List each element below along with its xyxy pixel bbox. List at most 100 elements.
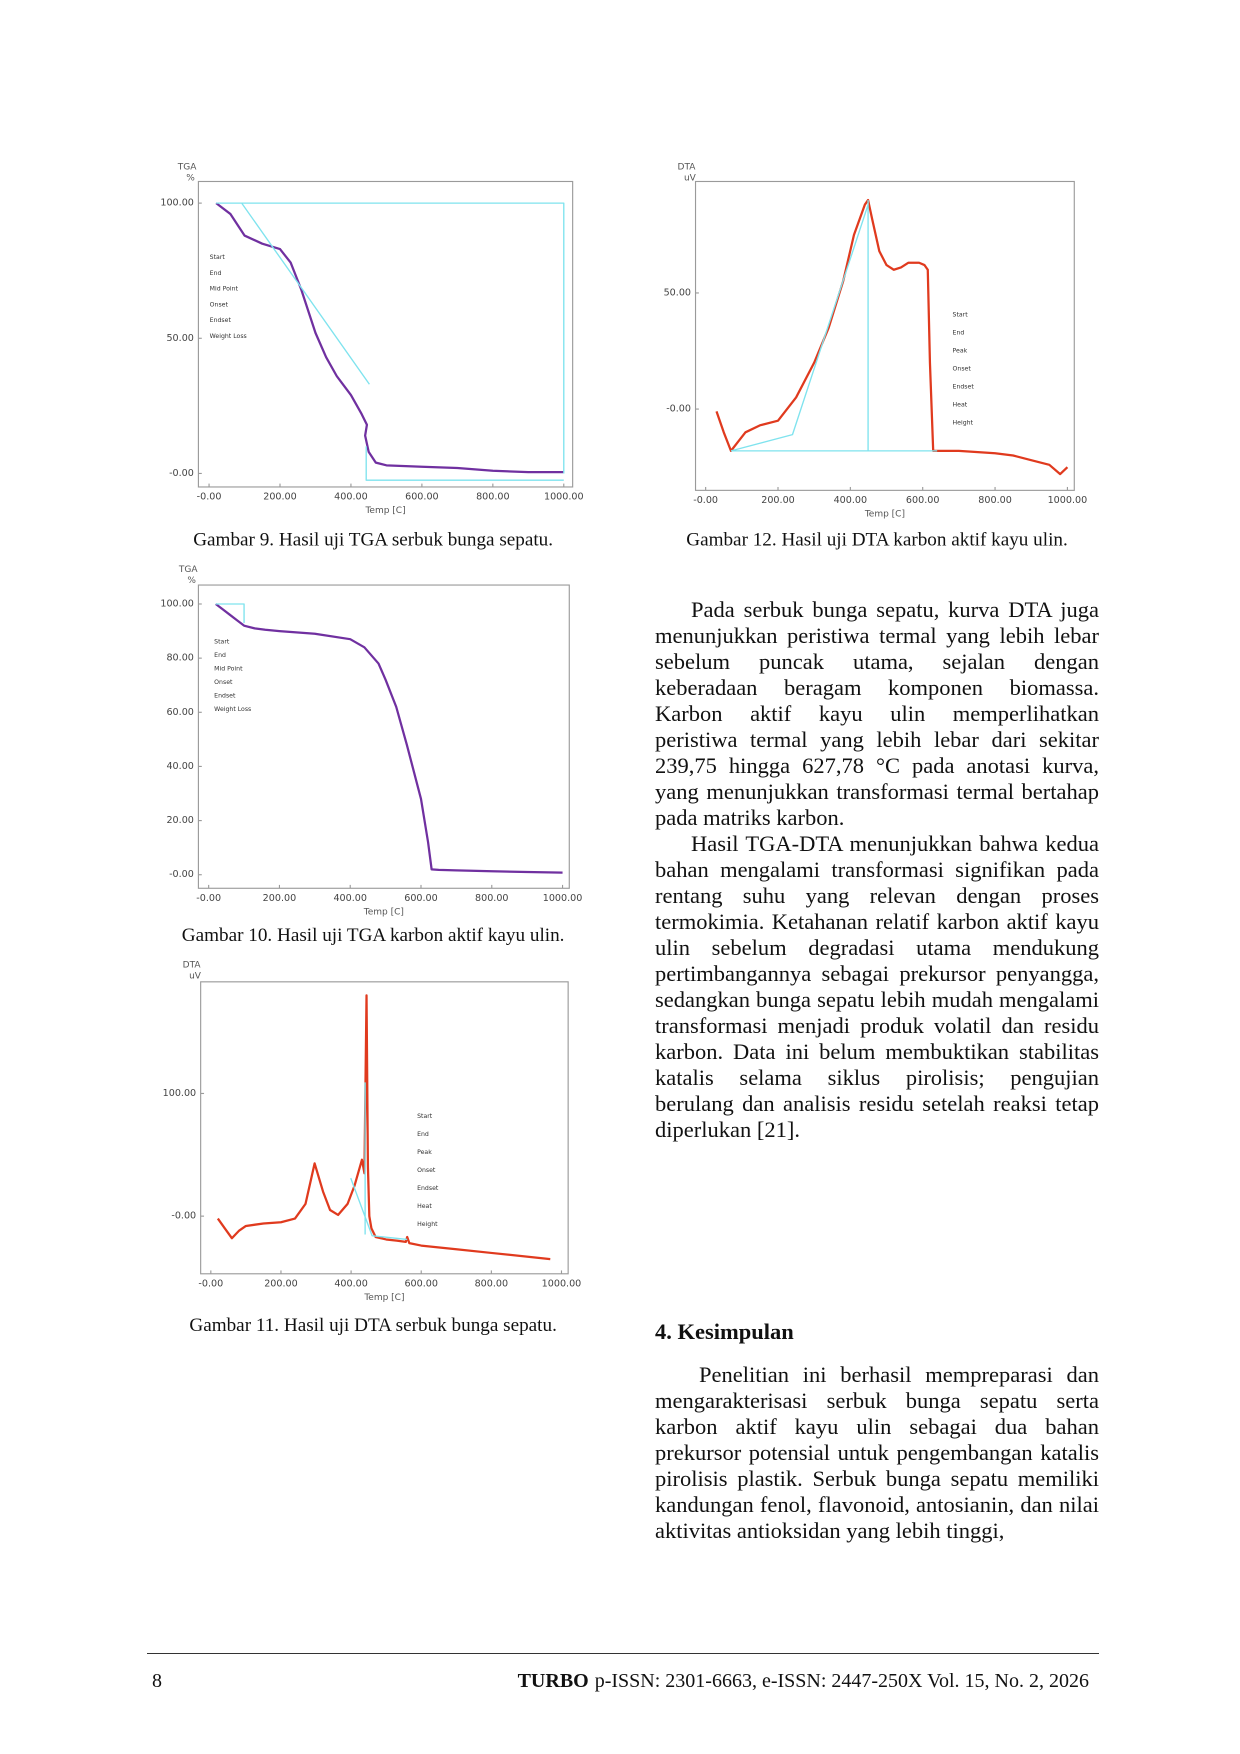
- section-text: Penelitian ini berhasil mempreparasi dan…: [655, 1362, 1099, 1544]
- x-tick-label: 600.00: [404, 893, 438, 904]
- curve-annotation: Start: [214, 638, 230, 645]
- x-tick-label: 200.00: [263, 893, 297, 904]
- curve-annotation: Peak: [953, 348, 968, 355]
- y-axis-title: TGA: [177, 162, 197, 172]
- data-line: [216, 202, 565, 481]
- x-tick-label: 600.00: [404, 1278, 438, 1289]
- paragraph: Pada serbuk bunga sepatu, kurva DTA juga…: [655, 597, 1099, 830]
- paragraph: Penelitian ini berhasil mempreparasi dan…: [655, 1362, 1099, 1543]
- curve-annotation: Endset: [210, 317, 232, 324]
- caption: Gambar 12. Hasil uji DTA karbon aktif ka…: [686, 529, 1068, 550]
- x-tick-label: 1000.00: [1048, 495, 1088, 506]
- plot-frame: [197, 180, 574, 488]
- paragraph: Hasil TGA-DTA menunjukkan bahwa kedua ba…: [655, 831, 1099, 1142]
- data-line: [715, 198, 1069, 476]
- y-tick-label: 20.00: [166, 815, 193, 826]
- x-tick-label: 200.00: [263, 492, 297, 503]
- y-tick-label: 100.00: [163, 1088, 197, 1099]
- data-line: [215, 202, 564, 474]
- x-tick-label: 400.00: [834, 495, 868, 506]
- curve-annotation: Onset: [214, 679, 233, 686]
- x-tick-label: 400.00: [334, 492, 368, 503]
- y-tick-label: 40.00: [166, 761, 193, 772]
- curve-annotation: End: [953, 330, 965, 337]
- x-tick-label: 200.00: [264, 1278, 298, 1289]
- y-tick-label: -0.00: [169, 468, 194, 479]
- y-tick-label: -0.00: [666, 404, 691, 415]
- plot-frame: [694, 180, 1075, 491]
- curve-annotation: Height: [953, 420, 974, 427]
- data-line: [730, 200, 938, 452]
- curve-annotation: Onset: [417, 1167, 436, 1174]
- x-tick-label: -0.00: [693, 495, 718, 506]
- x-tick-label: 400.00: [333, 893, 367, 904]
- x-axis-title: Temp [C]: [363, 907, 404, 917]
- caption: Gambar 9. Hasil uji TGA serbuk bunga sep…: [193, 529, 553, 550]
- journal-name: TURBO: [517, 1670, 589, 1692]
- curve-annotation: Endset: [214, 693, 236, 700]
- curve-annotation: Weight Loss: [210, 333, 247, 340]
- caption: Gambar 11. Hasil uji DTA serbuk bunga se…: [189, 1315, 557, 1336]
- x-tick-label: -0.00: [197, 492, 222, 503]
- y-axis-title: DTA: [678, 162, 697, 172]
- plot-frame: [200, 981, 569, 1275]
- x-tick-label: -0.00: [198, 1278, 223, 1289]
- y-axis-unit: uV: [684, 174, 697, 184]
- x-axis-title: Temp [C]: [363, 1293, 404, 1303]
- data-line: [215, 603, 563, 874]
- curve-annotation: Mid Point: [210, 286, 239, 293]
- curve-annotation: Endset: [953, 384, 975, 391]
- x-tick-label: 800.00: [978, 495, 1012, 506]
- data-line: [350, 1082, 408, 1241]
- y-tick-label: 50.00: [166, 333, 193, 344]
- curve-annotation: Peak: [417, 1149, 432, 1156]
- y-tick-label: 100.00: [160, 198, 194, 209]
- x-axis-title: Temp [C]: [864, 510, 905, 520]
- issn: p-ISSN: 2301-6663, e-ISSN: 2447-250X Vol…: [594, 1670, 1089, 1692]
- curve-annotation: End: [210, 270, 222, 277]
- footer-journal: TURBO p-ISSN: 2301-6663, e-ISSN: 2447-250…: [518, 1670, 1089, 1693]
- y-tick-label: 80.00: [166, 653, 193, 664]
- x-tick-label: 1000.00: [542, 1278, 582, 1289]
- curve-annotation: Endset: [417, 1185, 439, 1192]
- y-axis-title: TGA: [178, 565, 198, 575]
- x-tick-label: 1000.00: [544, 492, 584, 503]
- y-axis-unit: uV: [189, 972, 202, 982]
- curve-annotation: Height: [417, 1221, 438, 1228]
- y-tick-label: -0.00: [171, 1211, 196, 1222]
- data-line: [216, 994, 551, 1261]
- x-tick-label: 600.00: [906, 495, 940, 506]
- page-number: 8: [152, 1670, 162, 1692]
- curve-annotation: End: [417, 1131, 429, 1138]
- curve-annotation: Heat: [417, 1203, 432, 1210]
- curve-annotation: Start: [953, 312, 969, 319]
- x-tick-label: 800.00: [475, 1278, 509, 1289]
- curve-annotation: Onset: [953, 366, 972, 373]
- curve-annotation: Mid Point: [214, 665, 243, 672]
- curve-annotation: Start: [417, 1113, 433, 1120]
- footer-rule: [147, 1653, 1099, 1654]
- x-tick-label: 400.00: [334, 1278, 368, 1289]
- y-axis-title: DTA: [183, 960, 202, 970]
- x-tick-label: 800.00: [476, 492, 510, 503]
- x-axis-title: Temp [C]: [364, 506, 405, 516]
- x-tick-label: 600.00: [405, 492, 439, 503]
- curve-annotation: End: [214, 652, 226, 659]
- curve-annotation: Onset: [210, 301, 229, 308]
- x-tick-label: 200.00: [761, 495, 795, 506]
- body-text: Pada serbuk bunga sepatu, kurva DTA juga…: [655, 597, 1099, 1143]
- curve-annotation: Heat: [953, 402, 968, 409]
- y-tick-label: 100.00: [160, 598, 194, 609]
- y-tick-label: -0.00: [169, 869, 194, 880]
- section-heading: 4. Kesimpulan: [655, 1319, 794, 1344]
- caption: Gambar 10. Hasil uji TGA karbon aktif ka…: [182, 925, 565, 946]
- x-tick-label: 1000.00: [543, 893, 583, 904]
- data-line: [215, 603, 245, 623]
- y-tick-label: 50.00: [664, 287, 691, 298]
- curve-annotation: Weight Loss: [214, 706, 251, 713]
- plot-frame: [197, 584, 570, 889]
- x-tick-label: -0.00: [196, 893, 221, 904]
- y-axis-unit: %: [187, 576, 196, 586]
